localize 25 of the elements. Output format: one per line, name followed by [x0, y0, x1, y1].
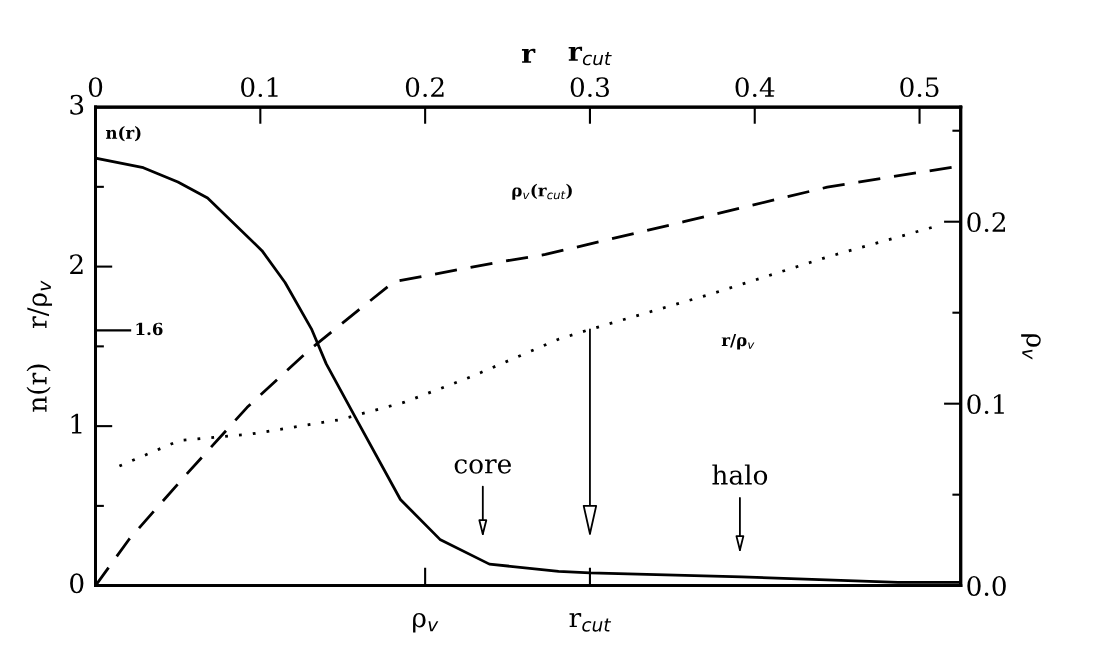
x-tick-label: 0.1 [241, 77, 278, 98]
x-axis-title: r [521, 48, 536, 63]
text: ρ$_{v}$ [413, 612, 439, 633]
text: r$_{cut}$ [568, 46, 612, 66]
y2-tick-label: 0.2 [967, 212, 1005, 233]
y-tick-label: 0 [70, 573, 84, 594]
y2-tick-label: 0.1 [967, 394, 1004, 415]
y-tick-label: 2 [70, 254, 83, 274]
x-tick-label: 0.2 [405, 77, 444, 98]
y-tick-label: 1 [71, 413, 82, 434]
annotation: core [454, 459, 511, 474]
text: r/ρ$_{v}$ [721, 333, 755, 350]
y2-tick-label: 0.0 [967, 576, 1006, 597]
y-tick-label: 3 [70, 94, 84, 115]
x-tick-label: 0.4 [735, 77, 775, 98]
series-label: n(r) [105, 126, 141, 142]
x-tick-label: 0.3 [570, 77, 609, 98]
annotation: halo [712, 464, 768, 485]
y2-axis-title: ρ$_{v}$ [1021, 334, 1041, 360]
x-tick-label: 0.5 [900, 77, 939, 98]
y-axis-title: n(r) r/ρ$_{v}$ [26, 280, 53, 412]
text: r$_{cut}$ [569, 613, 612, 632]
text: ρ$_{v}$(r$_{cut}$) [512, 183, 572, 200]
annotation: 1.6 [136, 322, 163, 336]
x-tick-label: 0 [88, 77, 103, 98]
